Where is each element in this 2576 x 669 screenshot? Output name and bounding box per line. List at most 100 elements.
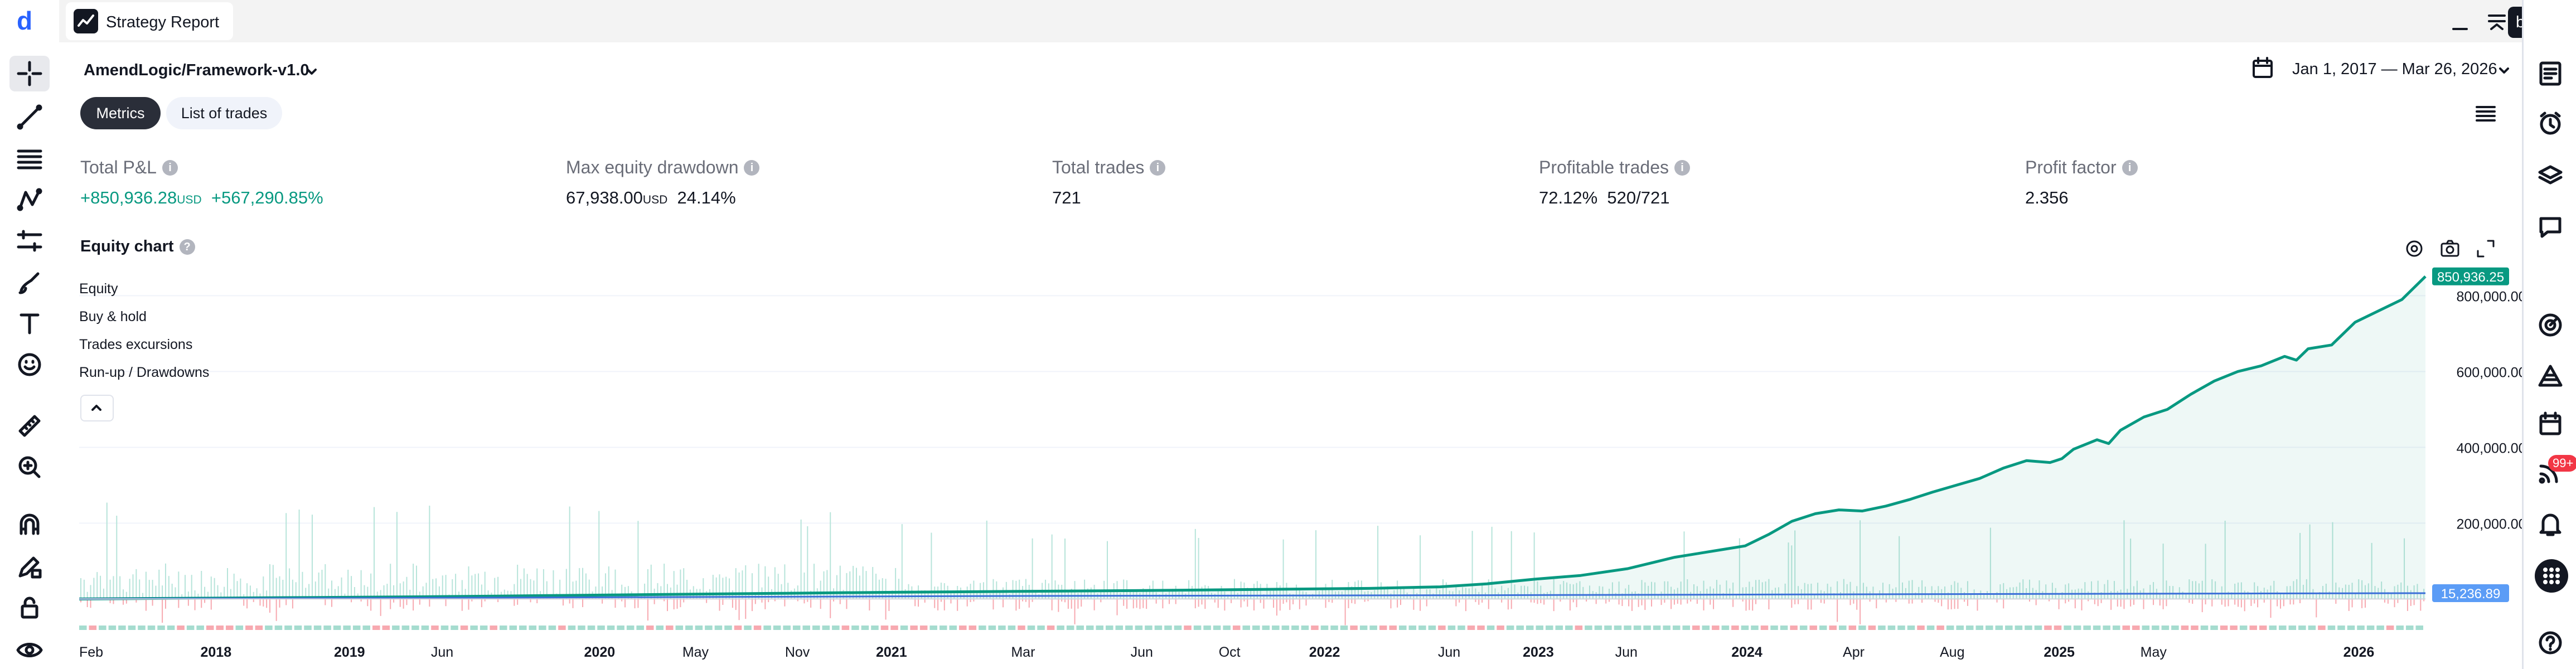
y-axis-tick-label: 800,000.00	[2456, 289, 2522, 304]
equity-chart[interactable]: 200,000.00 400,000.00 600,000.00 800,000.00…	[59, 42, 2522, 669]
legend-buy-and-hold[interactable]: Buy & hold	[79, 309, 147, 324]
drawdown-bar	[210, 599, 212, 610]
x-axis-tick-label: 2025	[2044, 644, 2075, 660]
list-settings-icon[interactable]	[2473, 101, 2498, 126]
lock-all-button[interactable]	[9, 590, 50, 626]
runup-bar	[855, 568, 857, 599]
help-icon[interactable]: ?	[179, 239, 195, 255]
trade-marker	[949, 626, 957, 630]
drawdown-bar	[1217, 599, 1219, 608]
runup-bar	[2195, 581, 2197, 599]
date-range-selector[interactable]: Jan 1, 2017 — Mar 26, 2026	[2292, 60, 2497, 78]
runup-bar	[2162, 544, 2164, 599]
tab-metrics[interactable]: Metrics	[80, 97, 161, 129]
legend-trades-excursions[interactable]: Trades excursions	[79, 337, 193, 352]
forecast-tool-button[interactable]	[9, 223, 50, 259]
minimize-icon[interactable]	[2449, 12, 2471, 35]
runup-bar	[1654, 582, 1655, 599]
info-icon[interactable]: i	[1150, 159, 1166, 176]
runup-bar	[2224, 520, 2226, 599]
feed-icon[interactable]	[2536, 458, 2564, 486]
calendar-icon[interactable]	[2536, 410, 2564, 438]
eye-icon	[16, 643, 43, 657]
runup-bar	[602, 586, 603, 599]
runup-bar	[1348, 582, 1349, 599]
ruler-tool-button[interactable]	[9, 408, 50, 444]
watchlist-icon[interactable]	[2536, 60, 2564, 88]
speedometer-icon[interactable]	[2536, 311, 2564, 339]
chevron-down-icon[interactable]	[2496, 62, 2512, 79]
text-tool-button[interactable]	[9, 306, 50, 341]
strategy-name-selector[interactable]: AmendLogic/Framework-v1.0	[84, 61, 309, 79]
runup-bar	[347, 569, 349, 599]
lock-drawing-tool-button[interactable]	[9, 549, 50, 584]
runup-bar	[1198, 537, 1199, 599]
info-icon[interactable]: i	[1674, 159, 1691, 176]
runup-bar	[751, 573, 753, 599]
runup-bar	[1954, 581, 1955, 599]
trade-marker	[2269, 626, 2277, 630]
bell-icon[interactable]	[2536, 510, 2564, 538]
runup-bar	[1611, 582, 1613, 599]
tab-list-of-trades[interactable]: List of trades	[166, 97, 282, 129]
fib-tool-button[interactable]	[9, 140, 50, 176]
magnet-tool-button[interactable]	[9, 507, 50, 543]
runup-bar	[647, 569, 648, 599]
runup-bar	[1231, 588, 1232, 599]
drawdown-bar	[367, 599, 369, 607]
trade-marker	[2347, 626, 2355, 630]
runup-bar	[2061, 592, 2063, 599]
trend-line-tool-button[interactable]	[9, 99, 50, 135]
drawdown-bar	[1595, 599, 1597, 604]
alarm-clock-icon[interactable]	[2536, 109, 2564, 137]
pine-editor-icon[interactable]	[2536, 362, 2564, 390]
app-logo[interactable]: d	[17, 8, 42, 33]
runup-bar	[973, 580, 975, 599]
trade-marker	[138, 626, 146, 630]
trade-marker	[1193, 626, 1202, 630]
trade-marker	[1516, 626, 1524, 630]
emoji-tool-button[interactable]	[9, 347, 50, 382]
runup-bar	[1132, 590, 1134, 599]
layers-icon[interactable]	[2536, 162, 2564, 190]
apps-grid-button[interactable]	[2535, 559, 2568, 593]
info-icon[interactable]: i	[744, 159, 760, 176]
fullscreen-icon[interactable]	[2475, 237, 2497, 260]
runup-bar	[1918, 586, 1920, 599]
runup-bar	[1071, 588, 1072, 599]
drawdown-bar	[1289, 599, 1291, 610]
chat-icon[interactable]	[2536, 214, 2564, 242]
price-tag-label: 15,236.89	[2441, 586, 2501, 602]
zoom-tool-button[interactable]	[9, 449, 50, 485]
trade-marker	[108, 626, 117, 630]
legend-equity[interactable]: Equity	[79, 281, 118, 297]
brush-tool-button[interactable]	[9, 264, 50, 300]
chart-settings-icon[interactable]	[2403, 237, 2425, 260]
runup-bar	[1044, 579, 1046, 599]
runup-bar	[1840, 592, 1841, 599]
crosshair-icon	[17, 61, 42, 86]
crosshair-tool-button[interactable]	[9, 56, 50, 91]
runup-bar	[2065, 584, 2066, 599]
pattern-tool-button[interactable]	[9, 182, 50, 217]
maximize-panel-icon[interactable]	[2486, 10, 2508, 32]
info-icon[interactable]: i	[162, 159, 178, 176]
strategy-report-tab[interactable]: Strategy Report	[66, 2, 233, 40]
trade-marker	[1712, 626, 1720, 630]
drawdown-bar	[122, 599, 124, 605]
help-circle-icon[interactable]	[2536, 629, 2564, 657]
collapse-legend-button[interactable]	[80, 395, 114, 421]
chevron-down-icon[interactable]	[303, 64, 320, 80]
metric-value-row: 67,938.00USD 24.14%	[566, 188, 759, 208]
info-icon[interactable]: i	[2122, 159, 2138, 176]
calendar-icon[interactable]	[2250, 56, 2275, 80]
legend-runup-drawdowns[interactable]: Run-up / Drawdowns	[79, 365, 210, 380]
hide-drawings-button[interactable]	[9, 632, 50, 668]
drawdown-bar	[2097, 599, 2099, 607]
runup-bar	[1266, 584, 1268, 599]
camera-icon[interactable]	[2439, 237, 2461, 260]
trade-marker	[1780, 626, 1788, 630]
runup-bar	[830, 512, 831, 599]
trade-marker	[910, 626, 918, 630]
trade-marker	[1887, 626, 1896, 630]
